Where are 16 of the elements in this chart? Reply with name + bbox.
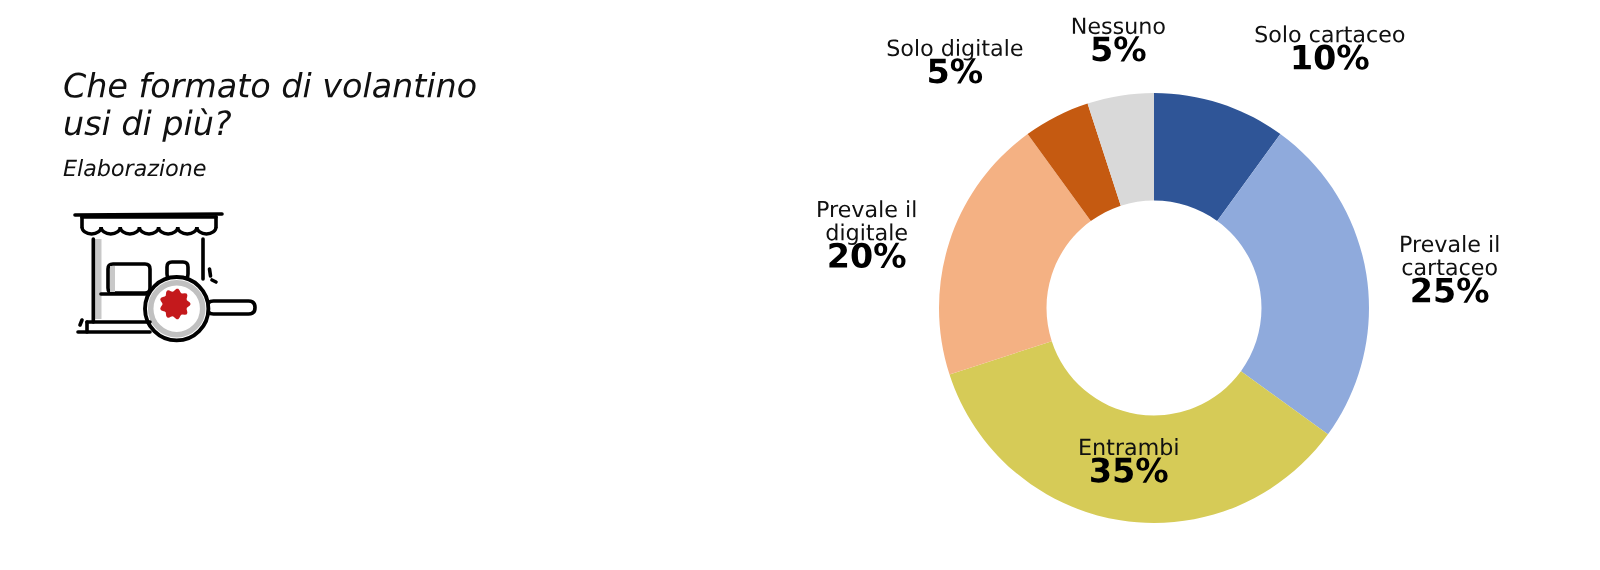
slice-label: Entrambi <box>1080 438 1178 456</box>
data-label: 10% <box>1293 44 1369 70</box>
slice-label: Nessuno <box>1072 17 1165 35</box>
donut-slice <box>1154 93 1281 222</box>
donut-slice <box>1217 134 1369 435</box>
data-label: 25% <box>1412 277 1489 303</box>
slice-label: Solo cartaceo <box>1255 25 1405 43</box>
donut-slice <box>1087 93 1154 206</box>
text: Elaborazione <box>63 159 206 177</box>
data-label: 5% <box>1092 36 1146 62</box>
data-label: 35% <box>1091 457 1168 483</box>
donut-slice <box>949 341 1328 523</box>
donut-slice <box>939 134 1091 375</box>
text: Che formato di volantino usi di più? <box>64 72 476 142</box>
donut-slice <box>1027 103 1121 222</box>
slice-label: Prevale il cartaceo <box>1401 235 1499 276</box>
